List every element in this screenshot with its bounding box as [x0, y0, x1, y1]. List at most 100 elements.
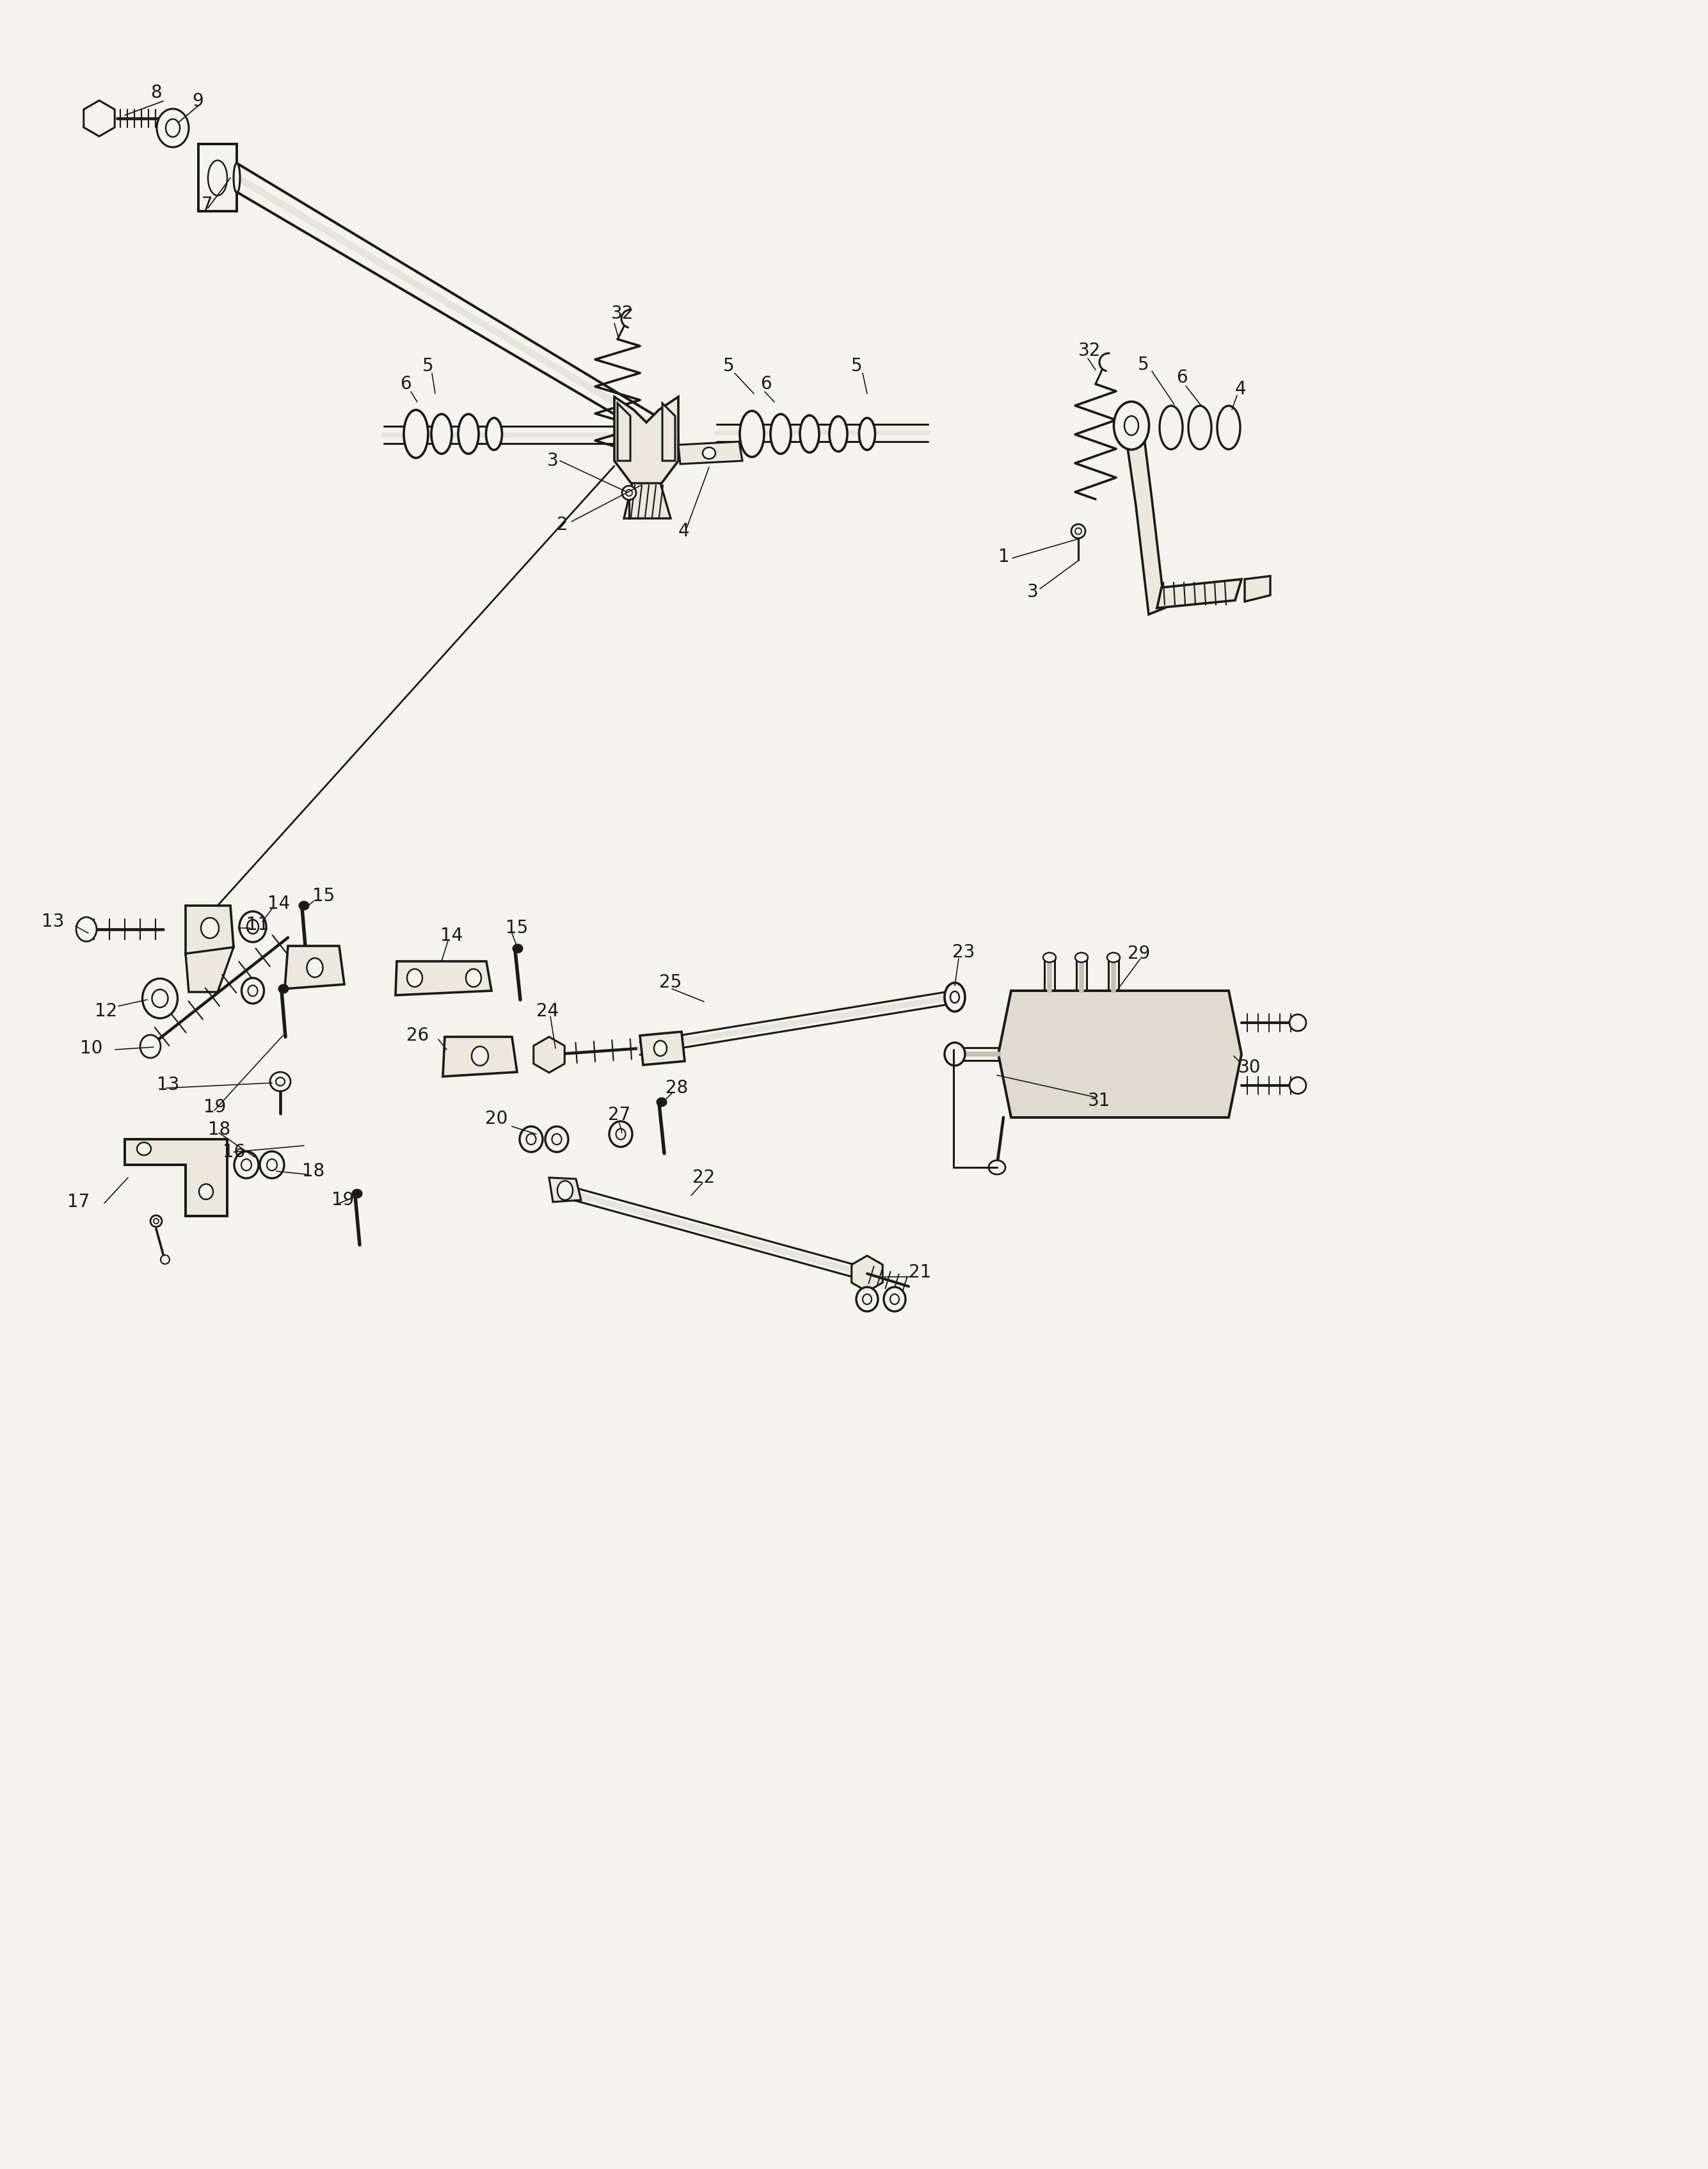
Ellipse shape: [883, 1286, 905, 1312]
Polygon shape: [640, 1032, 685, 1065]
Ellipse shape: [234, 1152, 258, 1178]
Polygon shape: [84, 100, 114, 137]
Text: 15: 15: [506, 920, 528, 937]
Text: 2: 2: [557, 516, 569, 534]
Text: 13: 13: [41, 913, 65, 931]
Ellipse shape: [202, 917, 219, 939]
Ellipse shape: [248, 920, 258, 935]
Polygon shape: [997, 991, 1242, 1117]
Text: 14: 14: [441, 926, 463, 946]
Text: 31: 31: [1088, 1091, 1110, 1111]
Text: 23: 23: [953, 944, 975, 961]
Ellipse shape: [1290, 1078, 1307, 1093]
Text: 6: 6: [760, 375, 772, 393]
Ellipse shape: [77, 917, 97, 941]
Text: 7: 7: [202, 195, 214, 215]
Ellipse shape: [1074, 527, 1081, 534]
Text: 28: 28: [666, 1078, 688, 1098]
Ellipse shape: [154, 1219, 159, 1223]
Text: 1: 1: [997, 549, 1009, 566]
Text: 9: 9: [191, 91, 203, 111]
Text: 5: 5: [851, 358, 863, 375]
Polygon shape: [186, 948, 234, 991]
Text: 4: 4: [678, 523, 690, 540]
Ellipse shape: [830, 416, 847, 451]
Polygon shape: [623, 484, 671, 518]
Ellipse shape: [519, 1126, 543, 1152]
Ellipse shape: [260, 1152, 284, 1178]
Ellipse shape: [248, 985, 258, 996]
Ellipse shape: [545, 1126, 569, 1152]
Text: 16: 16: [222, 1143, 246, 1160]
Ellipse shape: [1071, 525, 1085, 538]
Ellipse shape: [950, 991, 960, 1002]
Text: 19: 19: [203, 1098, 225, 1117]
Ellipse shape: [1044, 952, 1056, 963]
Ellipse shape: [307, 959, 323, 978]
Ellipse shape: [270, 1071, 290, 1091]
Ellipse shape: [740, 410, 763, 458]
Ellipse shape: [1124, 416, 1139, 436]
Ellipse shape: [1189, 406, 1211, 449]
Ellipse shape: [266, 1158, 277, 1171]
Ellipse shape: [654, 1041, 666, 1056]
Text: 17: 17: [67, 1193, 91, 1210]
Text: 20: 20: [485, 1111, 507, 1128]
Ellipse shape: [945, 983, 965, 1011]
Ellipse shape: [241, 978, 265, 1004]
Text: 18: 18: [302, 1163, 325, 1180]
Ellipse shape: [403, 410, 429, 458]
Text: 6: 6: [400, 375, 412, 393]
Ellipse shape: [1074, 952, 1088, 963]
Text: 25: 25: [659, 974, 681, 991]
Text: 18: 18: [208, 1121, 231, 1139]
Ellipse shape: [856, 1286, 878, 1312]
Text: 11: 11: [246, 915, 268, 935]
Ellipse shape: [157, 108, 190, 147]
Ellipse shape: [671, 427, 678, 451]
Polygon shape: [663, 403, 675, 460]
Text: 3: 3: [1027, 583, 1038, 601]
Ellipse shape: [275, 1078, 285, 1087]
Text: 29: 29: [1127, 946, 1149, 963]
Text: 22: 22: [692, 1169, 716, 1186]
Text: 27: 27: [608, 1106, 630, 1124]
Ellipse shape: [1107, 952, 1120, 963]
Text: 12: 12: [94, 1002, 118, 1019]
Polygon shape: [198, 143, 237, 210]
Polygon shape: [442, 1037, 518, 1076]
Ellipse shape: [278, 985, 289, 993]
Ellipse shape: [1160, 406, 1182, 449]
Ellipse shape: [859, 419, 874, 449]
Text: 21: 21: [909, 1262, 931, 1282]
Text: 5: 5: [722, 358, 734, 375]
Ellipse shape: [150, 1215, 162, 1228]
Text: 24: 24: [536, 1002, 559, 1019]
Ellipse shape: [702, 447, 716, 460]
Ellipse shape: [142, 978, 178, 1017]
Text: 32: 32: [1078, 343, 1102, 360]
Text: 5: 5: [422, 358, 434, 375]
Ellipse shape: [352, 1191, 362, 1197]
Ellipse shape: [458, 414, 478, 453]
Polygon shape: [852, 1256, 883, 1291]
Ellipse shape: [1290, 1015, 1307, 1030]
Polygon shape: [678, 442, 743, 464]
Ellipse shape: [208, 161, 227, 195]
Text: 4: 4: [1235, 380, 1247, 399]
Text: 5: 5: [1138, 356, 1149, 373]
Ellipse shape: [234, 163, 241, 193]
Ellipse shape: [137, 1143, 150, 1156]
Text: 30: 30: [1238, 1058, 1261, 1076]
Ellipse shape: [610, 1121, 632, 1147]
Ellipse shape: [161, 1256, 169, 1265]
Text: 10: 10: [80, 1039, 102, 1056]
Polygon shape: [548, 1178, 581, 1202]
Polygon shape: [1156, 579, 1242, 607]
Text: 19: 19: [331, 1191, 354, 1208]
Ellipse shape: [863, 1295, 871, 1304]
Ellipse shape: [152, 989, 167, 1006]
Text: 6: 6: [1177, 369, 1187, 386]
Ellipse shape: [466, 970, 482, 987]
Ellipse shape: [799, 416, 820, 453]
